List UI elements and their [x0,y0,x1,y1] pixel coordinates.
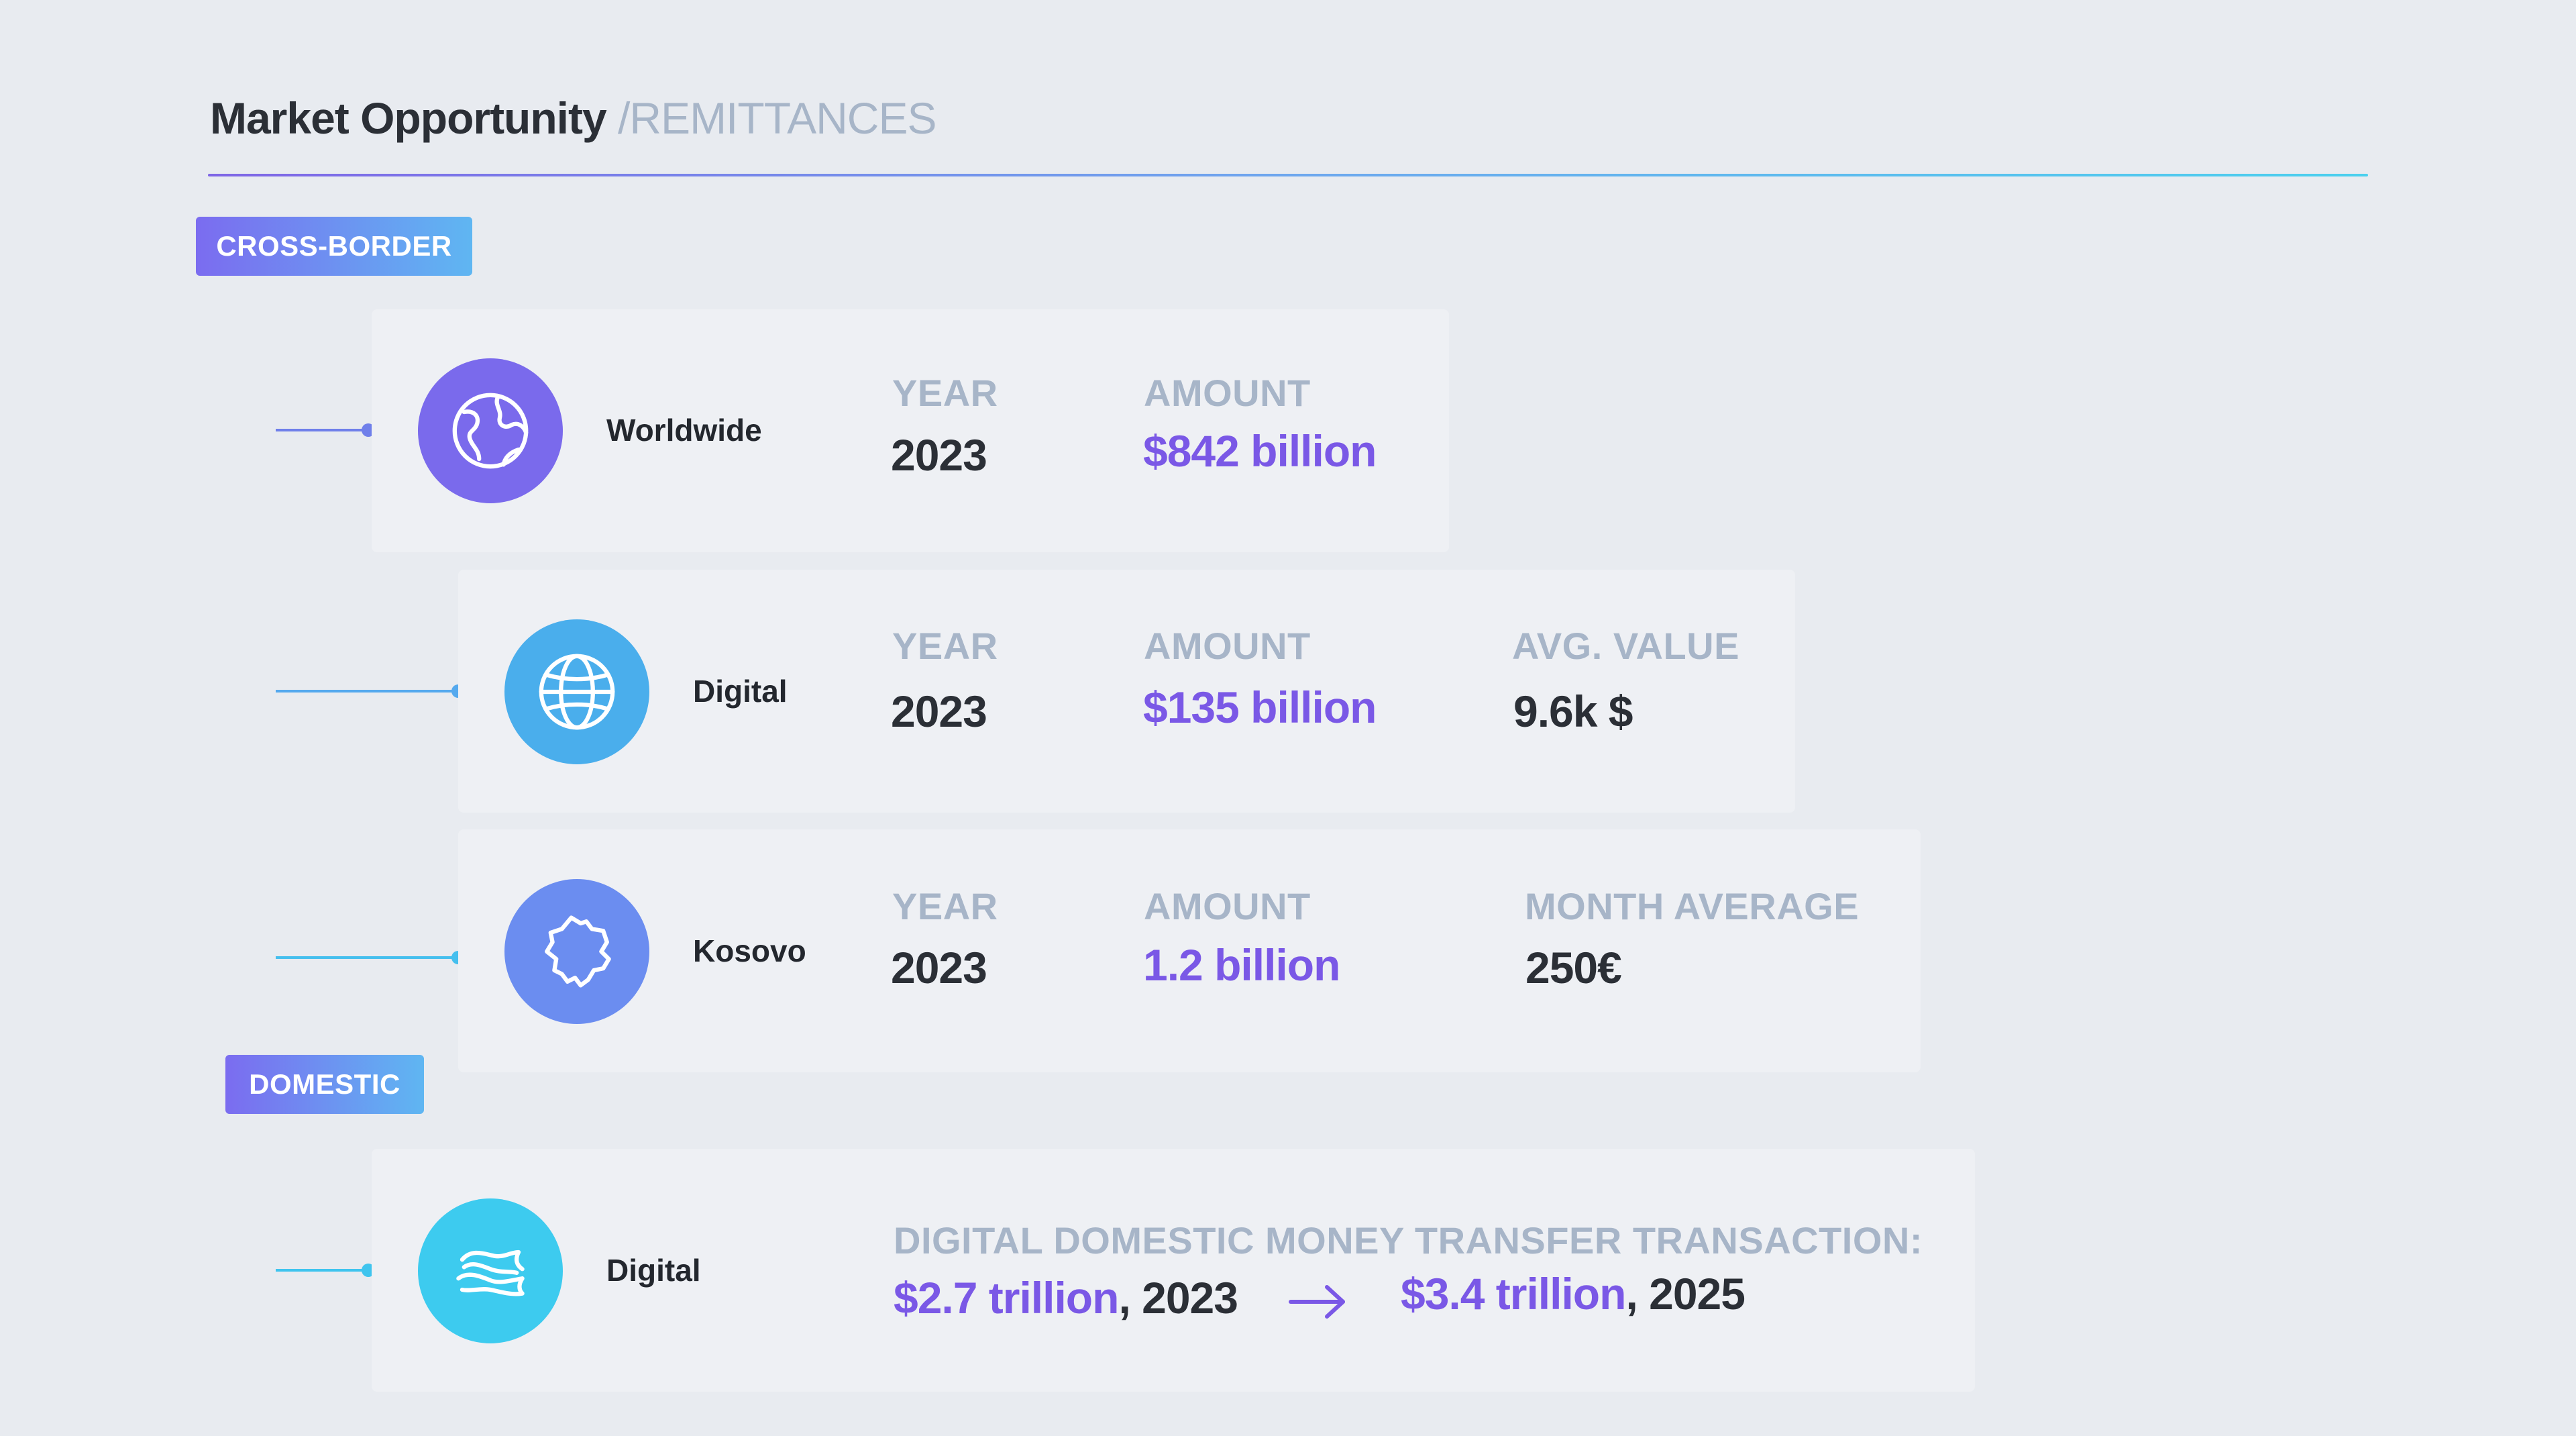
title-subtitle: /REMITTANCES [618,93,936,143]
domestic-transfer-heading: DIGITAL DOMESTIC MONEY TRANSFER TRANSACT… [894,1219,1923,1262]
domestic-digital-card [372,1149,1975,1392]
from-amount: $2.7 trillion [894,1273,1119,1323]
to-year: , 2025 [1625,1269,1745,1319]
title-main: Market Opportunity [210,93,607,143]
digital-card [458,570,1795,813]
amount-label-digital: AMOUNT [1144,625,1311,667]
amount-label-worldwide: AMOUNT [1144,372,1311,414]
title-divider [208,174,2368,176]
month-average-value: 250€ [1525,943,1622,992]
kosovo-map-icon [504,879,649,1024]
money-waves-icon [418,1198,563,1343]
amount-value-worldwide: $842 billion [1143,426,1377,476]
arrow-right-icon [1287,1282,1348,1325]
year-value-kosovo: 2023 [891,943,987,992]
row-label-domestic-digital: Digital [606,1253,701,1288]
cross-border-tag: CROSS-BORDER [196,217,472,276]
page-title: Market Opportunity /REMITTANCES [210,93,937,144]
domestic-from-value: $2.7 trillion, 2023 [894,1272,1238,1323]
year-value-digital: 2023 [891,686,987,736]
year-label-worldwide: YEAR [892,372,998,414]
year-label-digital: YEAR [892,625,998,667]
row-label-kosovo: Kosovo [693,933,806,968]
kosovo-card [458,829,1921,1072]
year-label-kosovo: YEAR [892,885,998,927]
row-label-digital: Digital [693,674,788,709]
from-year: , 2023 [1118,1273,1238,1323]
globe-continents-icon [418,358,563,503]
year-value-worldwide: 2023 [891,430,987,480]
domestic-tag: DOMESTIC [225,1055,424,1114]
month-average-label: MONTH AVERAGE [1525,885,1860,927]
globe-grid-icon [504,619,649,764]
amount-value-kosovo: 1.2 billion [1143,940,1340,990]
row-label-worldwide: Worldwide [606,413,762,448]
to-amount: $3.4 trillion [1401,1269,1626,1319]
domestic-to-value: $3.4 trillion, 2025 [1401,1268,1746,1319]
avg-value: 9.6k $ [1513,686,1633,736]
amount-value-digital: $135 billion [1143,682,1377,732]
amount-label-kosovo: AMOUNT [1144,885,1311,927]
avg-value-label: AVG. VALUE [1512,625,1739,667]
